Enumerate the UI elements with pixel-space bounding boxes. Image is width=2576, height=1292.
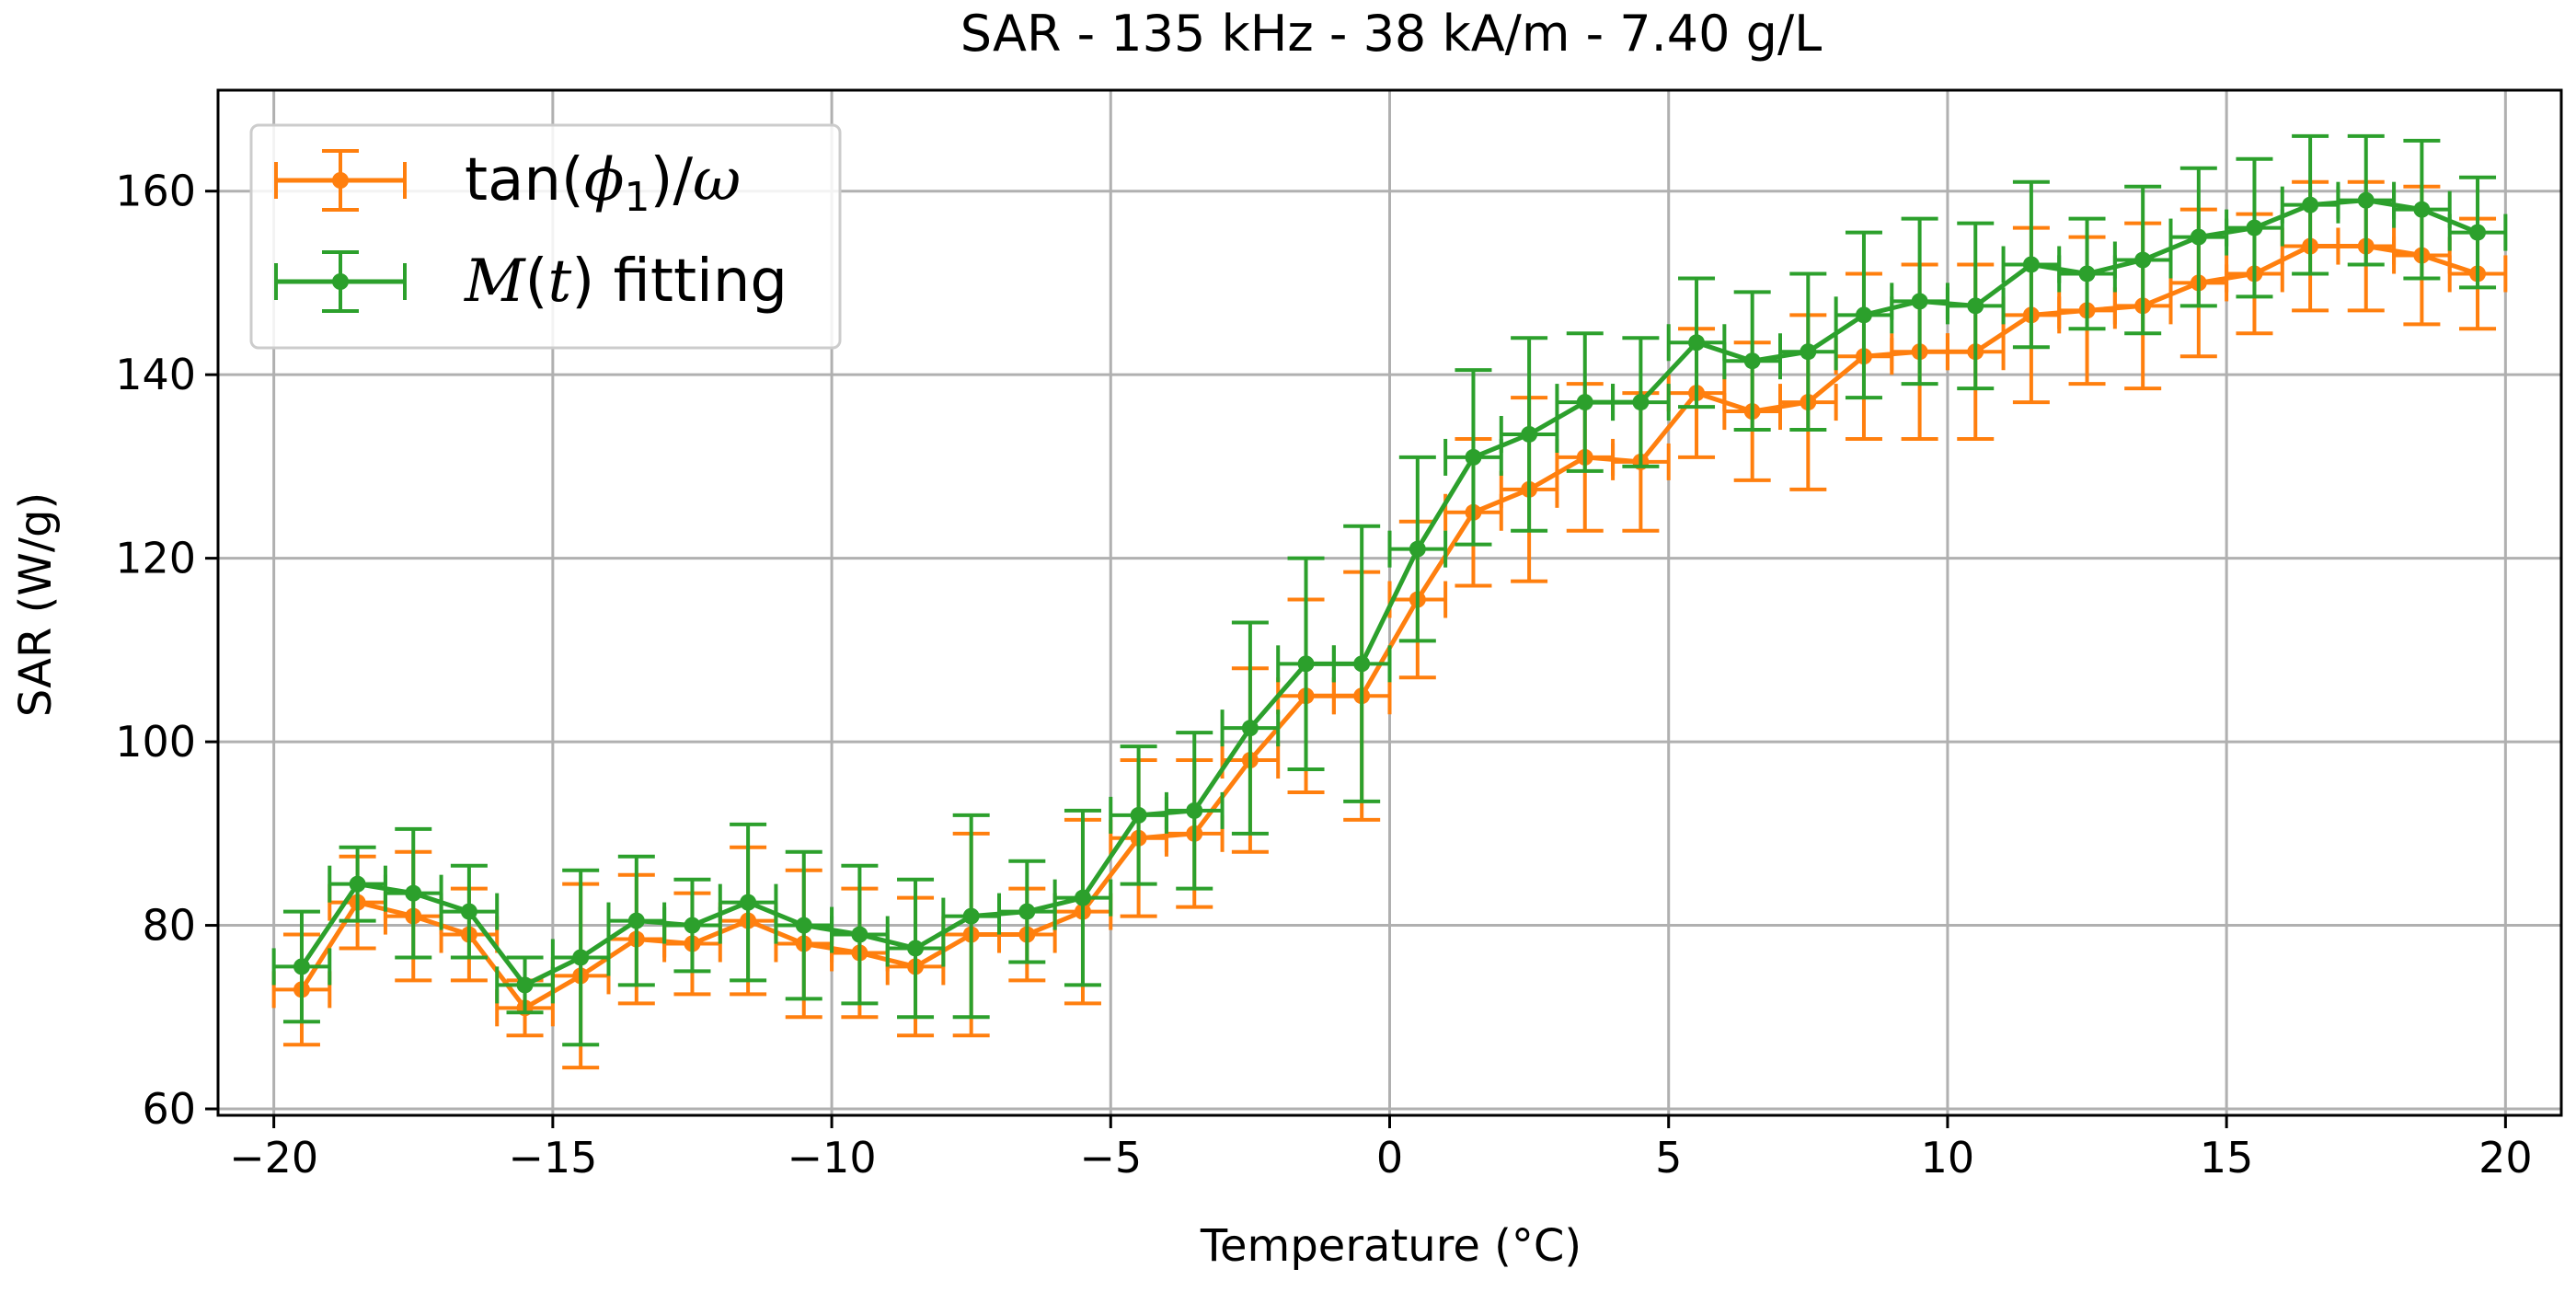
data-point <box>740 894 757 911</box>
data-point <box>1241 720 1259 737</box>
x-tick-label: 15 <box>2200 1133 2254 1182</box>
data-point <box>2134 251 2152 269</box>
data-point <box>907 940 925 957</box>
data-point <box>1632 394 1650 411</box>
data-point <box>684 917 701 934</box>
data-point <box>2190 228 2207 246</box>
data-point <box>1967 297 1984 315</box>
data-point <box>1855 306 1872 324</box>
data-point <box>1074 889 1091 906</box>
x-tick-label: −5 <box>1079 1133 1142 1182</box>
axes: −20 −15 −10 −5 0 5 10 15 20 60 80 100 120 140 160 <box>115 88 2563 1182</box>
series-layer <box>271 133 2508 1070</box>
x-tick-label: −20 <box>229 1133 318 1182</box>
data-point <box>2078 265 2096 283</box>
legend: tan(ϕ1)/ω M(t) fitting <box>249 123 842 350</box>
data-point <box>795 917 812 934</box>
data-point <box>2302 196 2319 213</box>
legend-marker <box>332 273 349 290</box>
series-1 <box>271 133 2508 1047</box>
legend-label-mt: M(t) fitting <box>464 248 788 316</box>
y-tick-label: 80 <box>142 901 196 951</box>
y-axis-label: SAR (W/g) <box>10 492 62 717</box>
data-point <box>962 907 980 925</box>
x-tick-label: 20 <box>2478 1133 2533 1182</box>
legend-item-tan: tan(ϕ1)/ω <box>274 146 741 221</box>
data-point <box>1409 540 1426 558</box>
legend-swatch-tan <box>274 149 407 212</box>
data-point <box>851 926 868 943</box>
data-point <box>293 958 310 975</box>
y-tick-label: 160 <box>115 167 196 216</box>
data-point <box>1521 425 1538 443</box>
x-tick-label: 10 <box>1921 1133 1975 1182</box>
data-point <box>1297 655 1315 673</box>
data-point <box>1800 343 1817 361</box>
data-point <box>2357 191 2375 209</box>
data-point <box>1018 903 1036 920</box>
x-tick-label: 0 <box>1376 1133 1403 1182</box>
series-line <box>299 198 2478 987</box>
data-point <box>1465 448 1482 466</box>
data-point <box>1353 655 1371 673</box>
data-point <box>2413 201 2431 218</box>
data-point <box>349 875 366 893</box>
data-point <box>1576 394 1593 411</box>
y-tick-label: 120 <box>115 534 196 583</box>
legend-marker <box>332 172 349 189</box>
data-point <box>405 884 422 902</box>
data-point <box>2246 219 2263 236</box>
data-point <box>1130 806 1147 824</box>
data-point <box>1688 334 1706 352</box>
error-bar <box>2112 184 2173 336</box>
y-tick-label: 100 <box>115 717 196 767</box>
legend-item-mt: M(t) fitting <box>274 248 788 316</box>
chart-title: SAR - 135 kHz - 38 kA/m - 7.40 g/L <box>960 5 1822 63</box>
legend-label-tan: tan(ϕ1)/ω <box>465 146 741 221</box>
data-point <box>572 949 590 966</box>
x-axis-label: Temperature (°C) <box>1200 1220 1581 1272</box>
data-point <box>1911 293 1928 310</box>
data-point <box>2469 224 2487 241</box>
x-tick-label: 5 <box>1655 1133 1682 1182</box>
legend-swatch-mt <box>274 250 407 313</box>
y-tick-label: 60 <box>142 1084 196 1134</box>
x-tick-label: −15 <box>508 1133 597 1182</box>
data-point <box>1743 352 1761 370</box>
data-point <box>2022 256 2040 273</box>
data-point <box>627 912 645 929</box>
data-point <box>460 903 477 920</box>
data-point <box>516 976 534 994</box>
y-tick-label: 140 <box>115 350 196 399</box>
error-bar <box>271 909 332 1024</box>
data-point <box>1186 802 1203 819</box>
x-tick-label: −10 <box>788 1133 877 1182</box>
